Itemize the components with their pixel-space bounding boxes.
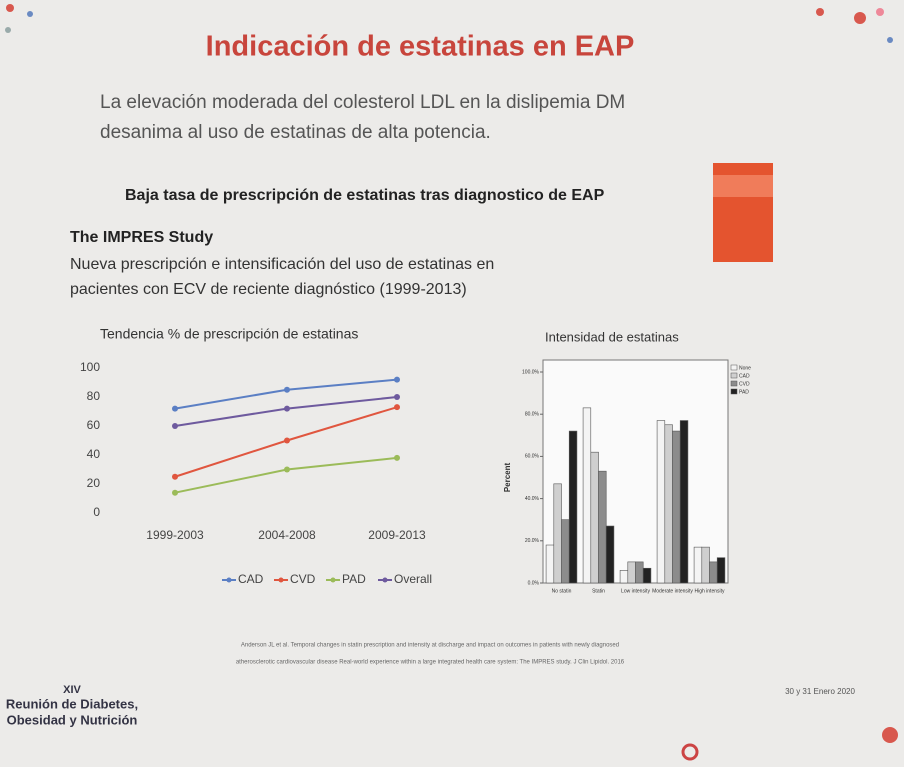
x-tick-label: 2004-2008 bbox=[258, 528, 316, 542]
event: Obesidad y Nutrición bbox=[7, 712, 138, 727]
bar bbox=[716, 557, 726, 584]
slide-title: Indicación de estatinas en EAP bbox=[206, 31, 635, 63]
point bbox=[394, 404, 400, 411]
legend-swatch bbox=[730, 388, 738, 395]
bar bbox=[664, 424, 673, 584]
reference: Anderson JL et al. Temporal changes in s… bbox=[241, 643, 619, 649]
point bbox=[284, 437, 290, 444]
event: XIV bbox=[63, 684, 81, 696]
x-tick-label: 1999-2003 bbox=[146, 528, 204, 542]
point bbox=[394, 376, 400, 383]
bar bbox=[701, 546, 710, 584]
legend-label: PAD bbox=[739, 389, 749, 395]
y-axis-label: Percent bbox=[503, 462, 512, 492]
legend-swatch bbox=[330, 577, 336, 583]
y-tick-label: 40.0% bbox=[525, 496, 540, 502]
bar bbox=[679, 420, 689, 584]
point bbox=[172, 473, 178, 480]
legend-label: CAD bbox=[238, 572, 264, 586]
bar bbox=[582, 407, 592, 584]
legend-label: Overall bbox=[394, 572, 432, 586]
x-tick-label: Low intensity bbox=[621, 588, 650, 594]
legend-label: CVD bbox=[290, 572, 316, 586]
y-tick-label: 100 bbox=[80, 360, 100, 374]
decor bbox=[5, 4, 898, 761]
bar bbox=[545, 544, 555, 584]
bar bbox=[619, 570, 629, 584]
point bbox=[172, 405, 178, 412]
x-tick-label: Statin bbox=[592, 588, 605, 594]
bar bbox=[590, 451, 599, 584]
dates: 30 y 31 Enero 2020 bbox=[785, 687, 855, 696]
legend-label: CVD bbox=[739, 381, 750, 387]
bar bbox=[672, 430, 681, 584]
y-tick-label: 0 bbox=[93, 505, 100, 519]
y-tick-label: 100.0% bbox=[522, 369, 540, 375]
point bbox=[394, 454, 400, 461]
legend-swatch bbox=[382, 577, 388, 583]
intro-line: desanima al uso de estatinas de alta pot… bbox=[100, 122, 491, 143]
point bbox=[284, 405, 290, 412]
point bbox=[172, 489, 178, 496]
y-tick-label: 20.0% bbox=[525, 538, 540, 544]
legend-label: CAD bbox=[739, 373, 750, 379]
bar bbox=[709, 561, 718, 584]
x-tick-label: No statin bbox=[552, 588, 572, 594]
bar bbox=[656, 420, 666, 584]
point bbox=[172, 423, 178, 429]
legend-swatch bbox=[730, 380, 738, 387]
y-tick-label: 40 bbox=[87, 447, 101, 461]
x-tick-label: 2009-2013 bbox=[368, 528, 426, 542]
reference: atherosclerotic cardiovascular disease R… bbox=[236, 660, 625, 666]
y-tick-label: 80 bbox=[87, 389, 101, 403]
bar bbox=[561, 519, 570, 584]
study-description: pacientes con ECV de reciente diagnóstic… bbox=[70, 281, 467, 298]
bar bbox=[568, 430, 578, 584]
intro-line: La elevación moderada del colesterol LDL… bbox=[100, 92, 625, 113]
event: Reunión de Diabetes, bbox=[6, 696, 138, 711]
point bbox=[284, 386, 290, 393]
chart-title: Tendencia % de prescripción de estatinas bbox=[100, 326, 358, 342]
y-tick-label: 60 bbox=[87, 418, 101, 432]
bar bbox=[627, 561, 636, 584]
study-name: The IMPRES Study bbox=[70, 229, 213, 246]
y-tick-label: 80.0% bbox=[525, 412, 540, 418]
legend-label: PAD bbox=[342, 572, 366, 586]
journal-cover-band bbox=[713, 175, 773, 197]
y-tick-label: 0.0% bbox=[528, 580, 540, 586]
point bbox=[284, 466, 290, 473]
chart-title: Intensidad de estatinas bbox=[545, 329, 679, 344]
subtitle: Baja tasa de prescripción de estatinas t… bbox=[125, 187, 605, 204]
legend-label: None bbox=[739, 365, 751, 371]
x-tick-label: Moderate intensity bbox=[652, 588, 693, 594]
bar bbox=[693, 546, 703, 584]
legend-swatch bbox=[278, 577, 284, 583]
y-tick-label: 60.0% bbox=[525, 454, 540, 460]
legend-swatch bbox=[730, 364, 738, 371]
bar bbox=[598, 470, 607, 584]
x-tick-label: High intensity bbox=[694, 588, 725, 594]
y-tick-label: 20 bbox=[87, 476, 101, 490]
bar bbox=[635, 561, 644, 584]
legend-swatch bbox=[226, 577, 232, 583]
study-description: Nueva prescripción e intensificación del… bbox=[70, 256, 494, 273]
bar bbox=[605, 525, 615, 584]
bar bbox=[553, 483, 562, 584]
bar bbox=[642, 567, 652, 584]
point bbox=[394, 394, 400, 400]
legend-swatch bbox=[730, 372, 738, 379]
